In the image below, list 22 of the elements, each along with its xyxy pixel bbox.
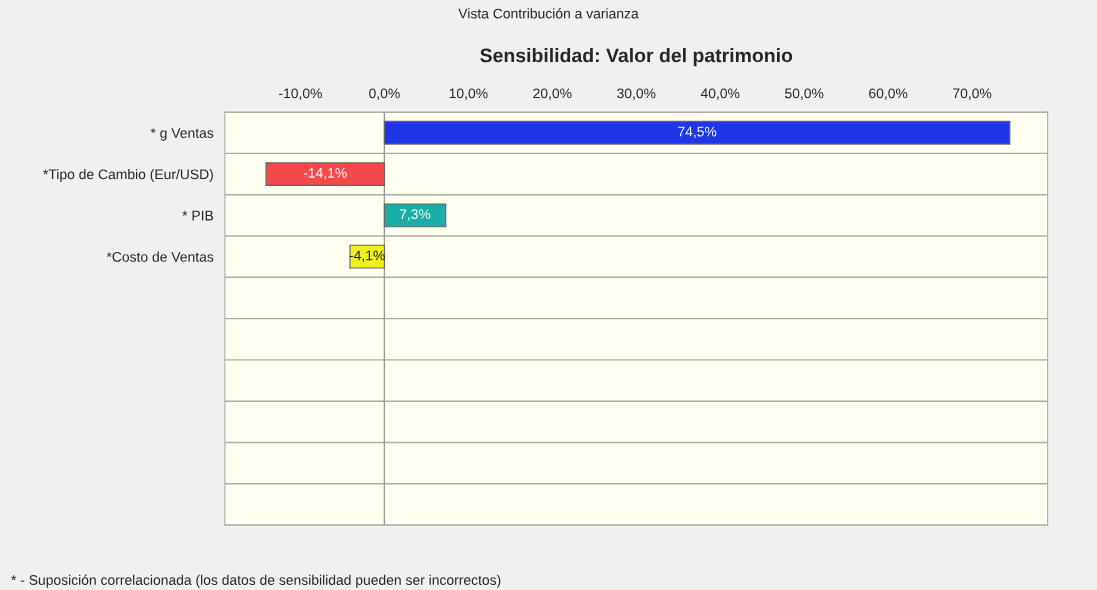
data-label: -14,1% (303, 168, 347, 180)
x-tick-label: 60,0% (869, 88, 908, 100)
y-tick-label: *Costo de Ventas (106, 251, 214, 262)
x-tick-label: 70,0% (953, 88, 992, 100)
x-tick-label: 10,0% (449, 88, 488, 100)
x-tick-label: -10,0% (279, 88, 322, 100)
x-tick-label: 50,0% (785, 88, 824, 100)
data-label: 74,5% (678, 126, 717, 139)
bar (383, 120, 1011, 145)
y-tick-label: * g Ventas (150, 128, 214, 141)
data-label: 7,3% (399, 209, 431, 221)
y-tick-label: *Tipo de Cambio (Eur/USD) (43, 169, 213, 182)
x-tick-label: 40,0% (700, 88, 740, 100)
bar (265, 162, 385, 186)
x-tick-label: 0,0% (369, 88, 400, 100)
chart-title: Sensibilidad: Valor del patrimonio (480, 48, 793, 67)
x-tick-label: 30,0% (617, 88, 656, 100)
y-tick-label: * PIB (182, 210, 214, 221)
bar (383, 203, 447, 228)
text: Vista Contribución a varianza (458, 8, 639, 19)
text: * - Suposición correlacionada (los datos de sensibilidad pueden ser incorrectos) (11, 574, 501, 588)
x-tick-label: 20,0% (533, 88, 572, 100)
